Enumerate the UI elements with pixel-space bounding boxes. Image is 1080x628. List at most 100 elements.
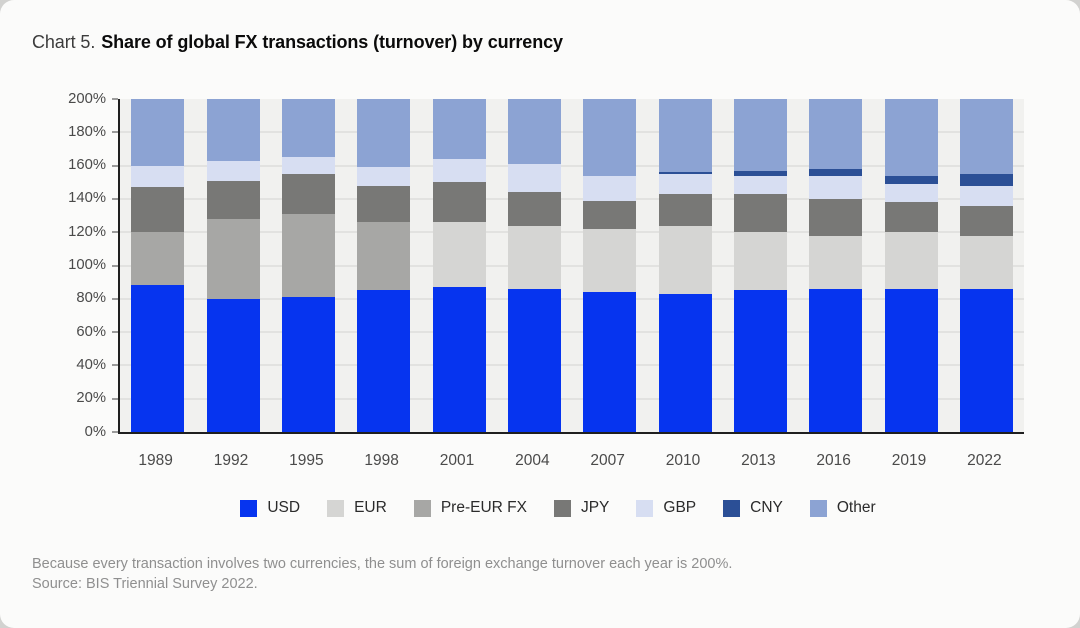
legend: USD EUR Pre-EUR FX JPY GBP CNY Other: [36, 499, 1080, 517]
bar-2007: [583, 99, 637, 432]
legend-item-jpy: JPY: [553, 499, 609, 517]
segment-cny-2010: [658, 172, 712, 174]
segment-jpy-2019: [884, 202, 938, 233]
segment-usd-2007: [583, 292, 637, 432]
segment-eur-2016: [809, 235, 863, 289]
gridline: [120, 164, 1024, 167]
segment-pre-eur-fx-1995: [281, 213, 335, 298]
y-axis-label: 160%: [68, 157, 106, 174]
segment-eur-2022: [959, 235, 1013, 289]
segment-jpy-1998: [357, 185, 411, 223]
segment-usd-1998: [357, 290, 411, 432]
bar-2016: [809, 99, 863, 432]
x-axis-label: 2019: [891, 452, 927, 469]
y-axis-label: 200%: [68, 90, 106, 107]
segment-usd-2004: [507, 288, 561, 432]
bar-2001: [432, 99, 486, 432]
segment-usd-1995: [281, 297, 335, 432]
segment-jpy-2010: [658, 193, 712, 226]
bar-2022: [959, 99, 1013, 432]
x-axis-label: 2004: [515, 452, 550, 469]
gridline: [120, 197, 1024, 200]
legend-label-pre-eur-fx: Pre-EUR FX: [440, 499, 527, 516]
segment-other-2022: [959, 99, 1013, 174]
x-axis-label: 2010: [665, 452, 701, 469]
gridline: [120, 264, 1024, 267]
segment-gbp-1992: [206, 160, 260, 181]
segment-jpy-2013: [733, 193, 787, 233]
legend-swatch-eur: [327, 499, 345, 517]
y-axis-tick: [112, 297, 118, 300]
x-axis-label: 2022: [967, 452, 1002, 469]
segment-jpy-2022: [959, 205, 1013, 236]
bar-2019: [884, 99, 938, 432]
segment-pre-eur-fx-1998: [357, 222, 411, 291]
y-axis-label: 20%: [76, 390, 106, 407]
segment-usd-1989: [131, 285, 185, 432]
gridline: [120, 131, 1024, 134]
chart-title: Chart 5. Share of global FX transactions …: [32, 31, 563, 53]
segment-pre-eur-fx-1989: [131, 232, 185, 286]
gridline: [120, 397, 1024, 400]
segment-other-2019: [884, 99, 938, 176]
segment-other-2007: [583, 99, 637, 176]
y-axis-tick: [112, 131, 118, 134]
y-axis-label: 100%: [68, 257, 106, 273]
x-axis-label: 2001: [439, 452, 475, 469]
segment-eur-2013: [733, 232, 787, 291]
legend-item-cny: CNY: [723, 499, 783, 517]
segment-other-2010: [658, 99, 712, 173]
x-axis-label: 2016: [816, 452, 851, 469]
y-axis-tick: [112, 98, 118, 100]
legend-item-other: Other: [809, 499, 876, 517]
y-axis-label: 40%: [76, 356, 106, 373]
segment-eur-2007: [583, 228, 637, 293]
segment-eur-2001: [432, 222, 486, 288]
x-axis-label: 1992: [213, 452, 249, 469]
segment-usd-2010: [658, 293, 712, 432]
bar-2010: [658, 99, 712, 432]
y-axis-tick: [112, 164, 118, 167]
bar-1989: [131, 99, 185, 432]
segment-usd-2013: [733, 290, 787, 432]
segment-gbp-1995: [281, 157, 335, 174]
y-axis-tick: [112, 397, 118, 400]
segment-gbp-1998: [357, 167, 411, 186]
segment-other-1992: [206, 99, 260, 161]
legend-item-gbp: GBP: [636, 499, 696, 517]
x-axis-label: 1995: [289, 452, 324, 469]
segment-gbp-2019: [884, 183, 938, 203]
segment-usd-2001: [432, 287, 486, 432]
legend-label-eur: EUR: [354, 499, 387, 516]
y-axis-label: 60%: [76, 323, 106, 340]
segment-usd-1992: [206, 298, 260, 432]
segment-pre-eur-fx-1992: [206, 218, 260, 299]
segment-gbp-2013: [733, 175, 787, 194]
y-axis-tick: [112, 231, 118, 234]
bar-1992: [206, 99, 260, 432]
segment-usd-2022: [959, 288, 1013, 432]
bar-1998: [357, 99, 411, 432]
segment-gbp-2010: [658, 173, 712, 194]
legend-swatch-other: [809, 499, 827, 517]
gridline: [120, 364, 1024, 367]
segment-other-1998: [357, 99, 411, 168]
segment-other-1995: [281, 99, 335, 158]
segment-jpy-2007: [583, 200, 637, 229]
footnotes: Because every transaction involves two c…: [32, 555, 732, 594]
y-axis-tick: [112, 331, 118, 334]
y-axis-label: 180%: [68, 123, 106, 140]
legend-swatch-gbp: [636, 499, 654, 517]
bar-2013: [733, 99, 787, 432]
legend-swatch-pre-eur-fx: [413, 499, 431, 517]
y-axis-tick: [112, 264, 118, 267]
legend-swatch-cny: [723, 499, 741, 517]
segment-gbp-2004: [507, 163, 561, 193]
x-axis-label: 2007: [590, 452, 625, 469]
plot-area: [118, 99, 1024, 434]
segment-other-2004: [507, 99, 561, 164]
segment-usd-2016: [809, 288, 863, 432]
y-axis-tick: [112, 364, 118, 367]
legend-item-eur: EUR: [327, 499, 387, 517]
